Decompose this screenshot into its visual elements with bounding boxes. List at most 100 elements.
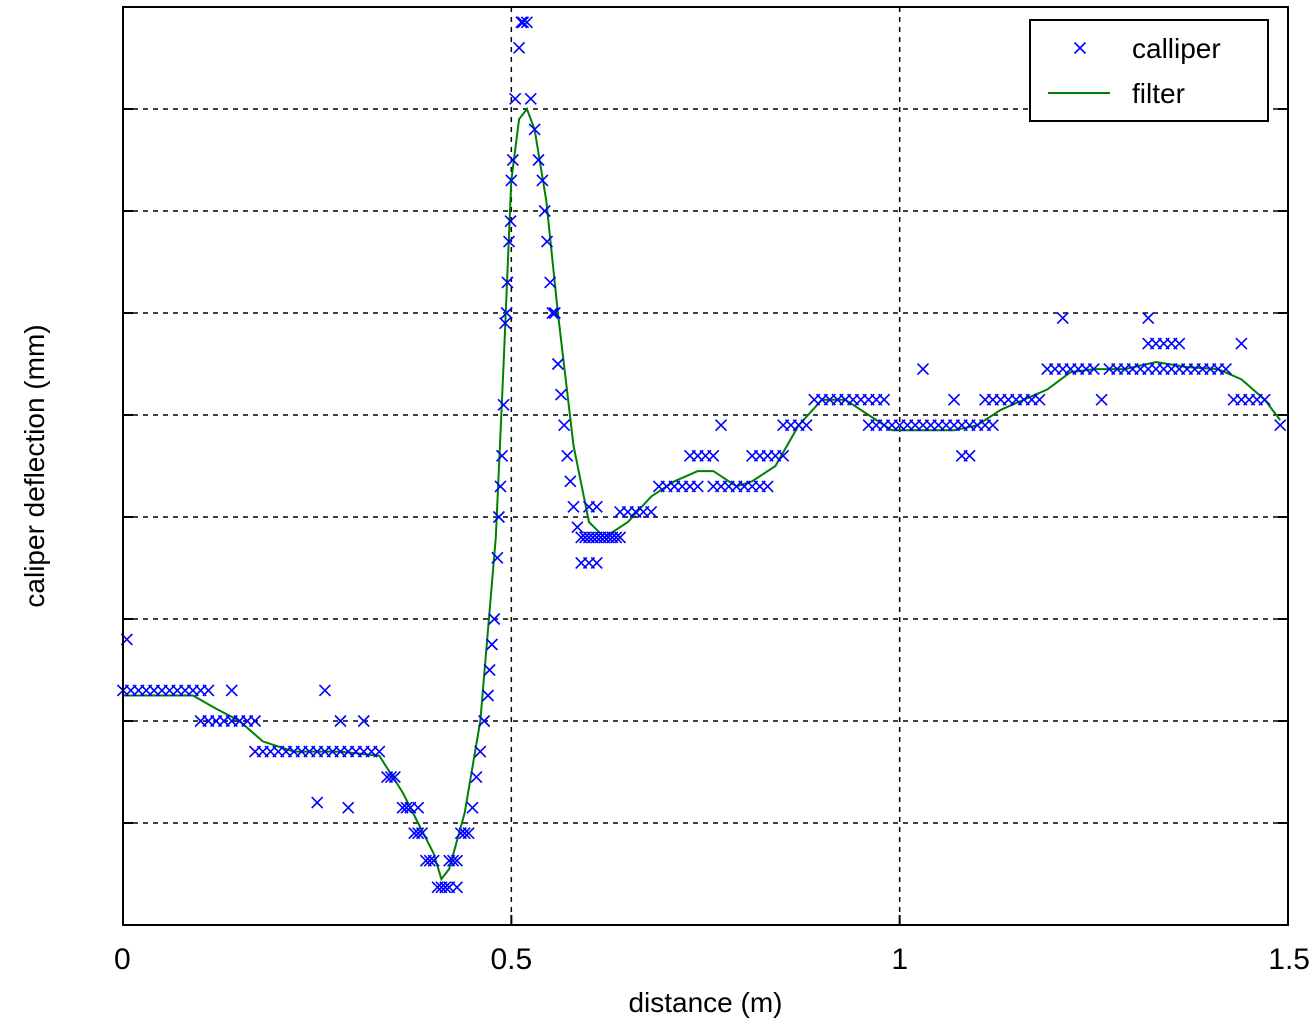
calliper-point	[610, 531, 623, 544]
calliper-point	[1274, 419, 1287, 432]
calliper-point	[384, 771, 398, 784]
calliper-point	[495, 449, 509, 462]
calliper-point	[447, 854, 460, 867]
calliper-point	[478, 714, 491, 728]
grid-lines	[123, 7, 1288, 925]
calliper-point	[761, 480, 774, 493]
calliper-point	[645, 505, 658, 518]
calliper-point	[470, 771, 483, 784]
calliper-point	[513, 41, 526, 54]
calliper-point	[202, 684, 215, 697]
calliper-point	[1095, 393, 1108, 406]
calliper-point	[318, 684, 331, 697]
calliper-point	[963, 449, 976, 462]
calliper-point	[488, 612, 501, 626]
calliper-point	[1173, 337, 1186, 350]
calliper-point	[492, 510, 505, 524]
legend-label-filter: filter	[1132, 78, 1185, 109]
calliper-point	[466, 801, 479, 814]
calliper-point	[388, 771, 401, 784]
calliper-point	[1033, 393, 1046, 406]
calliper-point	[311, 796, 324, 809]
x-axis-label: distance (m)	[628, 987, 782, 1018]
calliper-point	[1235, 337, 1248, 350]
calliper-point	[506, 153, 519, 167]
calliper-point	[497, 398, 510, 411]
x-tick-label: 0	[114, 943, 131, 976]
calliper-point	[520, 16, 533, 29]
calliper-point	[590, 500, 603, 513]
calliper-point	[373, 745, 386, 758]
calliper-point	[485, 638, 498, 651]
x-tick-label: 0.5	[490, 943, 532, 976]
calliper-point	[986, 419, 999, 432]
legend: calliper filter	[1029, 19, 1269, 122]
calliper-point	[564, 475, 577, 488]
calliper-point	[515, 16, 528, 29]
calliper-point	[532, 153, 545, 167]
calliper-point	[450, 881, 464, 894]
calliper-point	[412, 801, 425, 814]
calliper-point	[1219, 363, 1232, 376]
calliper-point	[500, 306, 513, 320]
calliper-point	[334, 714, 347, 728]
calliper-point	[494, 480, 507, 493]
calliper-point	[504, 215, 517, 228]
y-axis-label: caliper deflection (mm)	[19, 324, 50, 607]
calliper-point	[450, 854, 464, 867]
calliper-point	[777, 449, 790, 462]
calliper-point	[540, 235, 554, 248]
calliper-point	[1258, 393, 1271, 406]
calliper-point	[427, 854, 440, 867]
calliper-point	[528, 123, 541, 136]
calliper-point	[502, 235, 516, 248]
calliper-point	[412, 827, 425, 840]
calliper-point	[590, 556, 603, 569]
calliper-point	[225, 684, 238, 697]
x-tick-label: 1	[891, 943, 908, 976]
calliper-point	[400, 801, 413, 814]
calliper-point	[499, 317, 512, 330]
filter-series	[123, 106, 1281, 882]
calliper-point	[538, 204, 551, 218]
calliper-point	[505, 174, 518, 187]
x-axis: 0 0.5 1 1.5	[114, 915, 1310, 976]
calliper-point	[516, 16, 530, 29]
legend-marker-calliper	[1073, 41, 1087, 55]
calliper-point	[248, 714, 262, 728]
calliper-point	[714, 419, 728, 432]
calliper-point	[1056, 312, 1069, 325]
calliper-point	[439, 881, 452, 894]
calliper-point	[491, 551, 504, 564]
legend-box	[1029, 19, 1269, 122]
filter-line	[123, 106, 1281, 882]
calliper-point	[458, 827, 471, 840]
calliper-point	[342, 801, 355, 814]
calliper-point	[357, 714, 370, 728]
calliper-point	[691, 480, 704, 493]
calliper-point	[546, 306, 559, 320]
calliper-point	[483, 663, 496, 677]
calliper-point	[916, 363, 930, 376]
calliper-point	[536, 174, 549, 187]
calliper-point	[1087, 363, 1100, 376]
calliper-point	[548, 306, 561, 320]
calliper-point	[878, 393, 891, 406]
calliper-point	[544, 276, 557, 289]
calliper-point	[554, 388, 568, 401]
calliper-point	[501, 276, 514, 289]
calliper-point	[415, 827, 429, 840]
calliper-point	[571, 521, 584, 534]
calliper-point	[1142, 312, 1155, 325]
calliper-point	[481, 689, 495, 702]
calliper-point	[462, 827, 475, 840]
x-tick-label: 1.5	[1268, 943, 1310, 976]
calliper-series	[116, 16, 1287, 894]
calliper-point	[474, 745, 487, 758]
calliper-point	[551, 357, 564, 371]
calliper-point	[947, 393, 961, 406]
calliper-point	[614, 531, 627, 544]
calliper-point	[423, 854, 436, 867]
